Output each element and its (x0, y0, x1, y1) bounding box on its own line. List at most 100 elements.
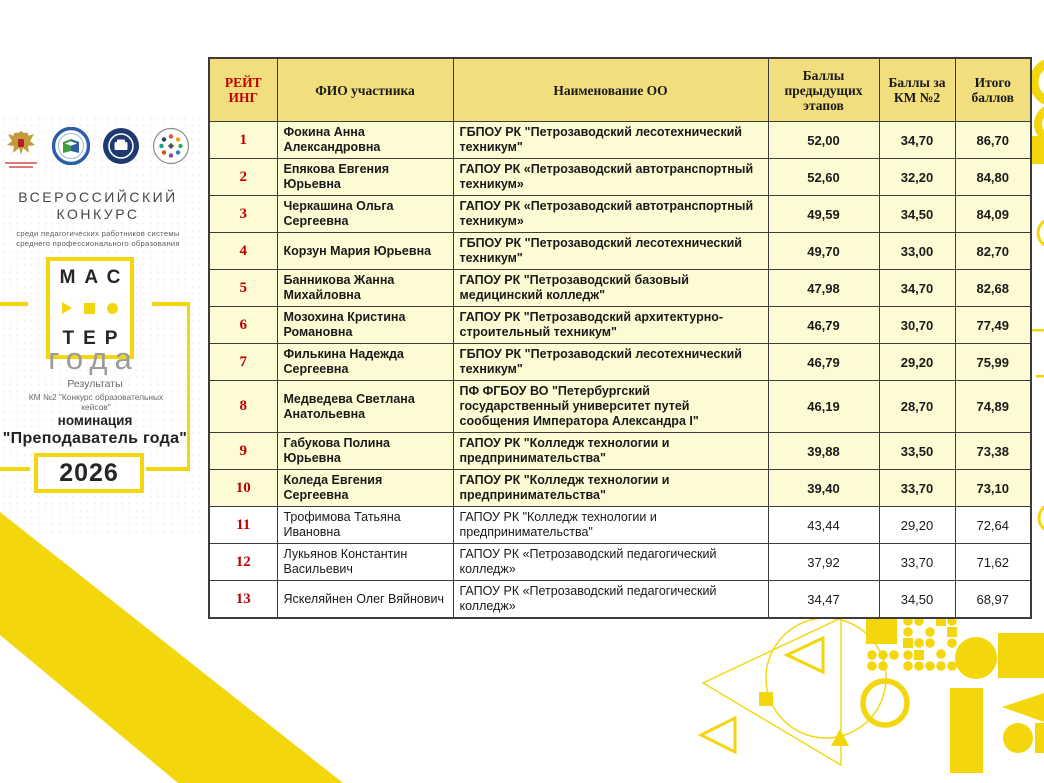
header-name: ФИО участника (276, 57, 454, 122)
results-table: РЕЙТ ИНГ ФИО участника Наименование ОО Б… (208, 57, 1032, 619)
prev-score-cell: 47,98 (767, 269, 880, 307)
km-score-cell: 33,00 (878, 232, 956, 270)
year-badge: 2026 (34, 453, 144, 493)
professionalitet-emblem-icon (152, 127, 190, 165)
participant-name-cell: Филькина Надежда Сергеевна (276, 343, 454, 381)
total-score-cell: 73,38 (954, 432, 1032, 470)
master-logo-bottom-letters: ТЕР (62, 328, 127, 349)
prev-score-cell: 46,79 (767, 306, 880, 344)
master-logo-word: года (48, 341, 139, 376)
table-row: 11 Трофимова Татьяна Ивановна ГАПОУ РК "… (208, 506, 1032, 544)
partner-logos (2, 127, 190, 173)
right-edge-decoration (1029, 59, 1044, 531)
km-score-cell: 33,50 (878, 432, 956, 470)
header-rank: РЕЙТ ИНГ (208, 57, 278, 122)
participant-name-cell: Епякова Евгения Юрьевна (276, 158, 454, 196)
bracket-line (0, 467, 30, 471)
organization-cell: ГАПОУ РК «Петрозаводский педагогический … (452, 543, 769, 581)
table-row: 12 Лукьянов Константин Васильевич ГАПОУ … (208, 543, 1032, 581)
coat-of-arms-icon (7, 131, 35, 155)
table-row: 8 Медведева Светлана Анатольевна ПФ ФГБО… (208, 380, 1032, 433)
prev-score-cell: 46,19 (767, 380, 880, 433)
participant-name-cell: Черкашина Ольга Сергеевна (276, 195, 454, 233)
prev-score-cell: 46,79 (767, 343, 880, 381)
total-score-cell: 68,97 (954, 580, 1032, 619)
km-score-cell: 34,70 (878, 121, 956, 159)
table-row: 5 Банникова Жанна Михайловна ГАПОУ РК "П… (208, 269, 1032, 307)
rank-cell: 1 (208, 121, 278, 159)
nomination-value: "Преподаватель года" (2, 430, 188, 447)
rank-cell: 6 (208, 306, 278, 344)
contest-title-line2: КОНКУРС (56, 206, 140, 222)
table-row: 10 Коледа Евгения Сергеевна ГАПОУ РК "Ко… (208, 469, 1032, 507)
table-row: 3 Черкашина Ольга Сергеевна ГАПОУ РК «Пе… (208, 195, 1032, 233)
bracket-line (152, 302, 190, 306)
coat-of-arms-logo (2, 127, 40, 173)
results-rows: 1 Фокина Анна Александровна ГБПОУ РК "Пе… (208, 121, 1032, 619)
sidebar: ВСЕРОССИЙСКИЙ КОНКУРС среди педагогическ… (0, 115, 205, 535)
km-score-cell: 33,70 (878, 543, 956, 581)
total-score-cell: 71,62 (954, 543, 1032, 581)
km-score-cell: 29,20 (878, 506, 956, 544)
organization-cell: ГАПОУ РК "Колледж технологии и предприни… (452, 432, 769, 470)
organization-cell: ГАПОУ РК "Колледж технологии и предприни… (452, 506, 769, 544)
prev-score-cell: 49,59 (767, 195, 880, 233)
rank-cell: 2 (208, 158, 278, 196)
header-km-score: Баллы за КМ №2 (878, 57, 956, 122)
km-score-cell: 28,70 (878, 380, 956, 433)
total-score-cell: 82,68 (954, 269, 1032, 307)
table-row: 9 Габукова Полина Юрьевна ГАПОУ РК "Колл… (208, 432, 1032, 470)
table-row: 13 Яскеляйнен Олег Вяйнович ГАПОУ РК «Пе… (208, 580, 1032, 619)
km-score-cell: 34,50 (878, 580, 956, 619)
contest-title-line1: ВСЕРОССИЙСКИЙ (18, 189, 178, 205)
rank-cell: 4 (208, 232, 278, 270)
geometric-shapes-decoration (697, 616, 1044, 773)
bracket-line (186, 302, 190, 470)
km-score-cell: 30,70 (878, 306, 956, 344)
master-logo-shapes (62, 302, 118, 314)
bracket-line (146, 467, 190, 471)
participant-name-cell: Корзун Мария Юрьевна (276, 232, 454, 270)
prev-score-cell: 37,92 (767, 543, 880, 581)
header-prev-score: Баллы предыдущих этапов (767, 57, 880, 122)
table-row: 7 Филькина Надежда Сергеевна ГБПОУ РК "П… (208, 343, 1032, 381)
rank-cell: 12 (208, 543, 278, 581)
ministry-emblem-icon (52, 127, 90, 165)
total-score-cell: 72,64 (954, 506, 1032, 544)
total-score-cell: 84,80 (954, 158, 1032, 196)
ministry-logo (52, 127, 90, 173)
prev-score-cell: 39,88 (767, 432, 880, 470)
rank-cell: 8 (208, 380, 278, 433)
contest-subtitle: среди педагогических работников системы … (16, 229, 180, 248)
participant-name-cell: Медведева Светлана Анатольевна (276, 380, 454, 433)
rank-cell: 9 (208, 432, 278, 470)
yellow-band-decoration (0, 512, 343, 783)
rank-cell: 7 (208, 343, 278, 381)
contest-title: ВСЕРОССИЙСКИЙ КОНКУРС (0, 189, 196, 223)
results-label: Результаты (67, 378, 123, 390)
master-logo: МАС ТЕР (46, 257, 134, 359)
total-score-cell: 73,10 (954, 469, 1032, 507)
organization-cell: ГАПОУ РК "Петрозаводский базовый медицин… (452, 269, 769, 307)
header-row: РЕЙТ ИНГ ФИО участника Наименование ОО Б… (208, 57, 1032, 122)
professionalitet-logo (152, 127, 190, 173)
table-row: 4 Корзун Мария Юрьевна ГБПОУ РК "Петроза… (208, 232, 1032, 270)
institute-logo (102, 127, 140, 173)
prev-score-cell: 52,60 (767, 158, 880, 196)
prev-score-cell: 34,47 (767, 580, 880, 619)
header-total-score: Итого баллов (954, 57, 1032, 122)
table-row: 6 Мозохина Кристина Романовна ГАПОУ РК "… (208, 306, 1032, 344)
bracket-line (0, 302, 28, 306)
rank-cell: 3 (208, 195, 278, 233)
km-score-cell: 29,20 (878, 343, 956, 381)
km-score-cell: 34,70 (878, 269, 956, 307)
table-row: 2 Епякова Евгения Юрьевна ГАПОУ РК «Петр… (208, 158, 1032, 196)
participant-name-cell: Габукова Полина Юрьевна (276, 432, 454, 470)
participant-name-cell: Коледа Евгения Сергеевна (276, 469, 454, 507)
participant-name-cell: Банникова Жанна Михайловна (276, 269, 454, 307)
nomination-label: номинация (57, 413, 133, 428)
prev-score-cell: 39,40 (767, 469, 880, 507)
km-score-cell: 33,70 (878, 469, 956, 507)
organization-cell: ПФ ФГБОУ ВО "Петербургский государственн… (452, 380, 769, 433)
table-row: 1 Фокина Анна Александровна ГБПОУ РК "Пе… (208, 121, 1032, 159)
